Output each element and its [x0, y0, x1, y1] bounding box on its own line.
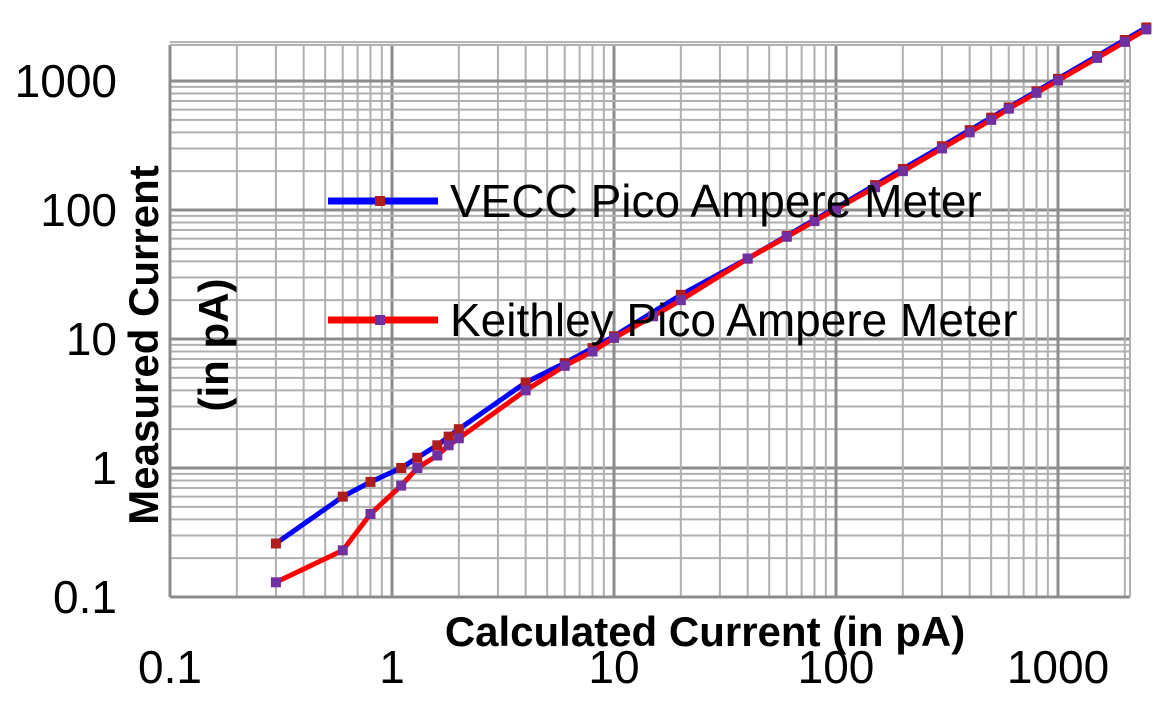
data-point	[1141, 24, 1152, 35]
x-axis-title: Calculated Current (in pA)	[445, 608, 965, 655]
data-point	[609, 332, 619, 343]
data-point	[396, 463, 407, 473]
data-point	[396, 480, 407, 491]
series-keithley	[270, 24, 1152, 588]
data-point	[453, 424, 464, 435]
data-point	[520, 385, 531, 396]
data-point	[897, 166, 908, 177]
data-point	[365, 476, 376, 487]
axes	[168, 44, 1131, 599]
data-point	[831, 203, 841, 214]
data-point	[337, 545, 348, 556]
data-point	[742, 253, 753, 264]
data-point	[559, 360, 570, 371]
legend-marker-keithley	[375, 315, 385, 325]
legend-label-vecc: VECC Pico Ampere Meter	[450, 175, 982, 227]
data-point	[986, 114, 997, 125]
data-point	[432, 440, 443, 451]
data-point	[337, 491, 348, 502]
data-point	[936, 143, 947, 154]
x-tick-label: 10	[588, 641, 639, 693]
data-point	[1031, 87, 1042, 98]
data-point	[587, 346, 598, 357]
data-point	[675, 289, 686, 300]
data-point	[443, 440, 454, 451]
data-point	[1003, 103, 1014, 114]
legend-label-keithley: Keithley Pico Ampere Meter	[450, 294, 1018, 346]
legend-entry-keithley: Keithley Pico Ampere Meter	[328, 294, 1018, 346]
data-point	[648, 311, 659, 322]
tick-labels: 0.1 1 10 100 1000 0.1 1 10 100 1000	[15, 55, 1110, 693]
data-point	[1053, 75, 1063, 86]
x-tick-label: 100	[798, 641, 875, 693]
data-point	[809, 216, 820, 227]
legend-marker-vecc	[375, 196, 385, 206]
y-axis-title-line1: Measured Current	[120, 165, 167, 524]
data-point	[870, 182, 881, 193]
legend: VECC Pico Ampere Meter Keithley Pico Amp…	[328, 175, 1018, 346]
y-tick-label: 1	[91, 442, 117, 494]
data-point	[412, 452, 423, 463]
data-point	[781, 231, 792, 242]
data-point	[443, 431, 454, 442]
y-tick-label: 10	[66, 313, 117, 365]
y-tick-label: 0.1	[53, 571, 117, 623]
data-point	[964, 127, 975, 138]
x-tick-label: 0.1	[138, 641, 202, 693]
data-point	[365, 508, 376, 519]
y-tick-label: 100	[40, 184, 117, 236]
series-layer	[270, 22, 1152, 588]
data-point	[453, 433, 464, 444]
data-point	[520, 377, 531, 388]
gridlines	[168, 41, 1130, 599]
data-point	[412, 463, 423, 473]
data-point	[432, 450, 443, 461]
data-point	[270, 577, 281, 588]
legend-entry-vecc: VECC Pico Ampere Meter	[328, 175, 982, 227]
data-point	[1119, 36, 1130, 47]
x-tick-label: 1000	[1007, 641, 1109, 693]
data-point	[675, 295, 686, 306]
y-tick-label: 1000	[15, 55, 117, 107]
data-point	[1092, 52, 1103, 63]
y-axis-title-line2: (in pA)	[190, 279, 237, 412]
data-point	[270, 538, 281, 549]
x-tick-label: 1	[379, 641, 405, 693]
